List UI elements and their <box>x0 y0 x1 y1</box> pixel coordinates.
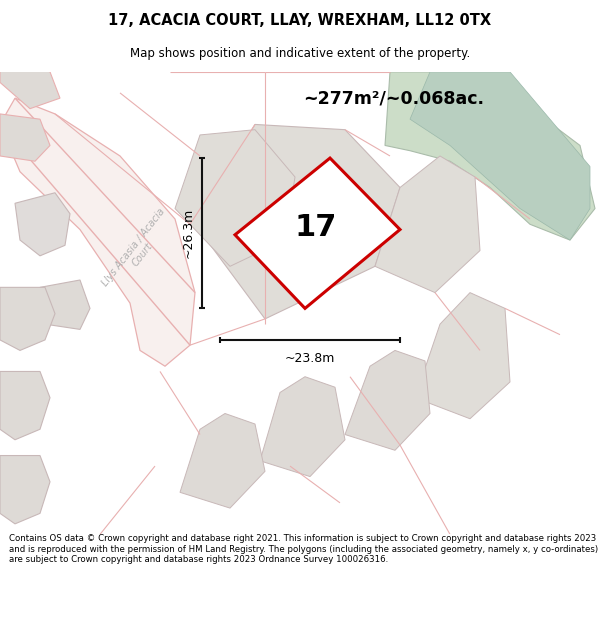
Polygon shape <box>0 456 50 524</box>
Polygon shape <box>195 124 400 319</box>
Polygon shape <box>415 292 510 419</box>
Polygon shape <box>40 280 90 329</box>
Polygon shape <box>0 288 55 351</box>
Text: Contains OS data © Crown copyright and database right 2021. This information is : Contains OS data © Crown copyright and d… <box>9 534 598 564</box>
Polygon shape <box>180 414 265 508</box>
Text: 17, ACACIA COURT, LLAY, WREXHAM, LL12 0TX: 17, ACACIA COURT, LLAY, WREXHAM, LL12 0T… <box>109 12 491 28</box>
Polygon shape <box>0 98 195 366</box>
Polygon shape <box>0 114 50 161</box>
Polygon shape <box>375 156 480 292</box>
Polygon shape <box>410 72 590 240</box>
Polygon shape <box>260 377 345 476</box>
Polygon shape <box>235 158 400 308</box>
Polygon shape <box>175 130 295 266</box>
Text: 17: 17 <box>295 213 337 242</box>
Polygon shape <box>385 72 595 240</box>
Polygon shape <box>15 192 70 256</box>
Text: Map shows position and indicative extent of the property.: Map shows position and indicative extent… <box>130 48 470 61</box>
Polygon shape <box>345 351 430 450</box>
Polygon shape <box>0 51 60 109</box>
Text: Llys Acasia / Acacia
Court: Llys Acasia / Acacia Court <box>100 206 176 295</box>
Polygon shape <box>0 371 50 440</box>
Text: ~26.3m: ~26.3m <box>182 208 194 258</box>
Text: ~277m²/~0.068ac.: ~277m²/~0.068ac. <box>303 89 484 107</box>
Text: ~23.8m: ~23.8m <box>285 352 335 366</box>
